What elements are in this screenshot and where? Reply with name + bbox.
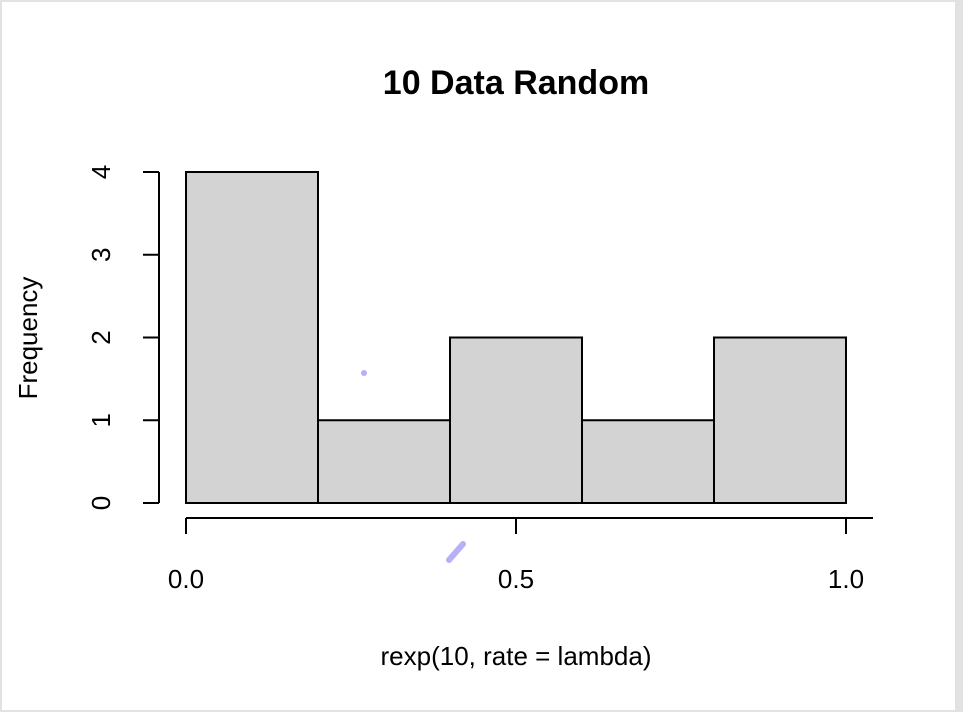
x-tick-label: 0.0 [168,564,204,594]
histogram-bar [713,336,847,504]
histogram-bar [317,419,451,504]
x-tick-label: 1.0 [828,564,864,594]
y-axis-ticks: 0 1 2 3 4 [86,165,159,510]
y-tick-label: 0 [86,496,116,510]
annotation-stroke [446,541,466,563]
annotation-dot [361,370,367,376]
histogram-bars [185,171,847,504]
x-axis-ticks: 0.0 0.5 1.0 [168,518,864,594]
y-tick-label: 4 [86,165,116,179]
histogram-bar [581,419,715,504]
histogram-bar [185,171,319,504]
chart-title: 10 Data Random [383,64,649,102]
y-tick-label: 2 [86,330,116,344]
y-tick-label: 1 [86,413,116,427]
x-tick-label: 0.5 [498,564,534,594]
x-axis-label: rexp(10, rate = lambda) [381,641,652,671]
y-tick-label: 3 [86,248,116,262]
y-axis-label: Frequency [13,277,43,400]
histogram-bar [449,336,583,504]
